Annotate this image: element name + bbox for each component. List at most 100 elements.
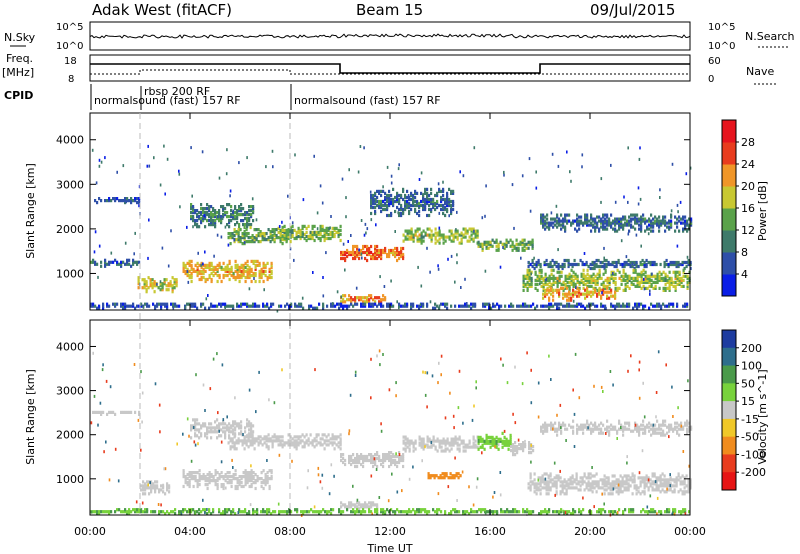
heatmap-cell xyxy=(606,227,609,231)
heatmap-cell xyxy=(206,263,209,267)
heatmap-cell xyxy=(311,443,314,447)
heatmap-cell xyxy=(516,451,519,455)
heatmap-cell xyxy=(495,248,498,252)
heatmap-cell xyxy=(470,227,473,231)
heatmap-cell xyxy=(615,260,618,265)
heatmap-cell xyxy=(660,423,663,427)
heatmap-cell xyxy=(210,221,213,225)
heatmap-cell xyxy=(582,276,585,280)
heatmap-cell xyxy=(428,213,431,218)
heatmap-cell xyxy=(264,510,267,514)
heatmap-cell xyxy=(684,223,687,227)
heatmap-cell xyxy=(458,233,461,237)
heatmap-cell xyxy=(622,274,625,278)
heatmap-cell xyxy=(663,474,666,478)
heatmap-cell xyxy=(266,275,269,280)
heatmap-cell xyxy=(616,221,619,225)
heatmap-cell xyxy=(605,488,608,492)
heatmap-cell xyxy=(166,304,169,308)
heatmap-cell xyxy=(583,480,586,484)
heatmap-cell xyxy=(231,234,234,238)
heatmap-cell xyxy=(234,428,237,432)
heatmap-cell xyxy=(614,296,617,300)
heatmap-cell xyxy=(640,272,643,276)
heatmap-cell xyxy=(216,426,219,430)
heatmap-cell xyxy=(142,484,145,488)
heatmap-cell xyxy=(464,231,467,235)
heatmap-cell xyxy=(386,205,389,210)
heatmap-cell xyxy=(500,304,503,308)
heatmap-cell xyxy=(627,478,630,482)
heatmap-cell xyxy=(612,304,615,308)
heatmap-cell xyxy=(466,239,469,243)
heatmap-cell xyxy=(557,476,560,480)
heatmap-cell xyxy=(684,302,687,306)
heatmap-cell xyxy=(497,246,500,250)
heatmap-cell xyxy=(444,449,447,453)
heatmap-cell xyxy=(281,445,284,449)
heatmap-cell xyxy=(255,234,258,238)
heatmap-noise-cell xyxy=(227,243,230,247)
heatmap-cell xyxy=(256,477,259,481)
heatmap-cell xyxy=(358,296,361,300)
heatmap-cell xyxy=(153,282,156,286)
heatmap-cell xyxy=(522,304,525,308)
heatmap-cell xyxy=(418,237,421,241)
heatmap-cell xyxy=(110,510,113,514)
heatmap-cell xyxy=(340,252,343,257)
heatmap-cell xyxy=(616,268,619,272)
heatmap-cell xyxy=(301,433,304,437)
heatmap-cell xyxy=(416,235,419,239)
heatmap-cell xyxy=(521,242,524,246)
heatmap-cell xyxy=(386,213,389,218)
heatmap-cell xyxy=(586,294,589,298)
heatmap-cell xyxy=(145,282,148,286)
heatmap-cell xyxy=(540,268,543,272)
heatmap-cell xyxy=(384,296,387,300)
heatmap-cell xyxy=(192,475,195,479)
heatmap-cell xyxy=(602,221,605,225)
heatmap-cell xyxy=(267,447,270,451)
heatmap-cell xyxy=(598,423,601,427)
heatmap-cell xyxy=(250,267,253,271)
heatmap-cell xyxy=(226,269,229,273)
heatmap-cell xyxy=(250,475,253,479)
heatmap-cell xyxy=(380,300,383,304)
heatmap-cell xyxy=(269,236,272,240)
heatmap-cell xyxy=(430,197,433,202)
heatmap-cell xyxy=(491,437,494,441)
heatmap-cell xyxy=(581,262,584,267)
heatmap-cell xyxy=(605,264,608,269)
heatmap-cell xyxy=(576,213,579,217)
heatmap-cell xyxy=(542,288,545,292)
heatmap-cell xyxy=(430,239,433,243)
heatmap-cell xyxy=(257,435,260,439)
heatmap-cell xyxy=(333,232,336,237)
heatmap-cell xyxy=(422,445,425,449)
heatmap-cell xyxy=(535,492,538,496)
heatmap-cell xyxy=(687,490,690,494)
heatmap-cell xyxy=(202,302,205,306)
heatmap-noise-cell xyxy=(147,256,149,260)
heatmap-cell xyxy=(656,274,659,278)
heatmap-cell xyxy=(218,510,221,514)
heatmap-noise-cell xyxy=(125,200,127,204)
heatmap-cell xyxy=(210,422,213,426)
heatmap-cell xyxy=(156,486,159,490)
heatmap-cell xyxy=(259,234,262,238)
heatmap-cell xyxy=(321,234,324,239)
heatmap-cell xyxy=(668,270,671,274)
heatmap-noise-cell xyxy=(442,180,444,184)
heatmap-cell xyxy=(536,282,539,286)
heatmap-cell xyxy=(250,483,253,487)
heatmap-cell xyxy=(592,223,595,227)
power-ytick-label: 2000 xyxy=(56,223,84,236)
heatmap-cell xyxy=(247,445,250,449)
heatmap-noise-cell xyxy=(450,254,453,258)
heatmap-cell xyxy=(112,197,115,201)
heatmap-cell xyxy=(655,486,658,490)
heatmap-cell xyxy=(202,422,205,426)
heatmap-cell xyxy=(634,213,637,217)
heatmap-cell xyxy=(609,484,612,488)
heatmap-cell xyxy=(194,426,197,430)
